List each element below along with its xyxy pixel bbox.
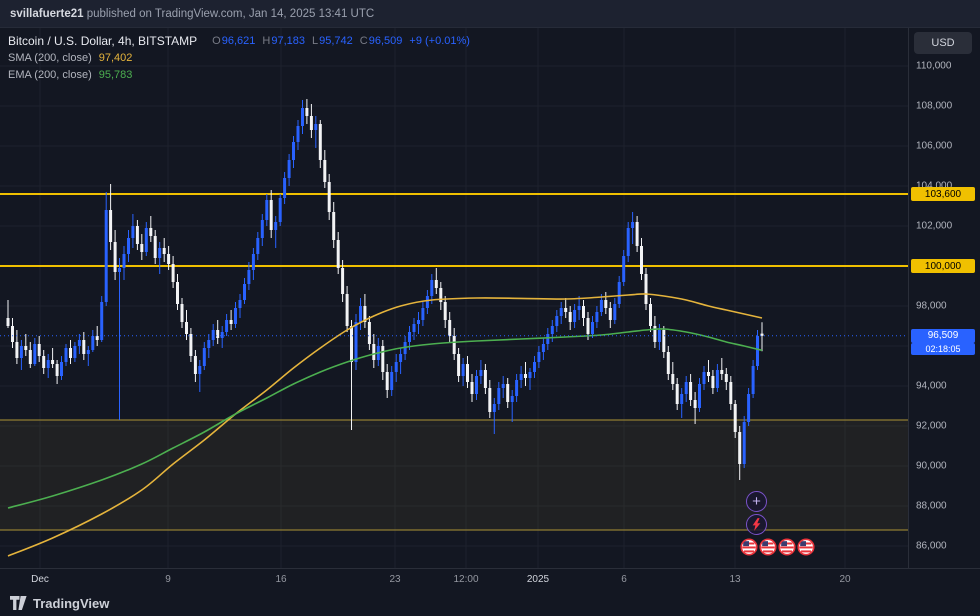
time-tick: 6 <box>621 574 627 585</box>
time-tick: 9 <box>165 574 171 585</box>
chart-area[interactable]: Bitcoin / U.S. Dollar, 4h, BITSTAMP O 96,… <box>0 28 908 568</box>
ema-label: EMA (200, close) <box>8 68 92 81</box>
publish-banner: svillafuerte21 published on TradingView.… <box>0 0 980 28</box>
time-scale[interactable]: Dec 9 16 23 12:00 2025 6 13 20 <box>0 568 980 590</box>
plus-icon: + <box>752 493 761 510</box>
close-label: C <box>359 34 368 47</box>
flag-sticker-icon <box>778 538 796 556</box>
ema-row[interactable]: EMA (200, close) 95,783 <box>8 66 470 83</box>
price-chart[interactable] <box>0 28 908 568</box>
add-drawing-button[interactable]: + <box>746 491 767 512</box>
publish-info: published on TradingView.com, Jan 14, 20… <box>83 7 375 20</box>
time-tick: 12:00 <box>453 574 479 585</box>
footer: TradingView <box>0 590 980 616</box>
price-tick: 94,000 <box>916 380 947 392</box>
price-tick: 102,000 <box>916 220 953 232</box>
time-tick: 16 <box>275 574 287 585</box>
currency-toggle-button[interactable]: USD <box>914 32 972 54</box>
sma-label: SMA (200, close) <box>8 51 92 64</box>
symbol-row: Bitcoin / U.S. Dollar, 4h, BITSTAMP O 96,… <box>8 32 470 49</box>
price-tick: 108,000 <box>916 100 953 112</box>
sma-value: 97,402 <box>98 51 133 64</box>
bar-countdown-label: 02:18:05 <box>911 342 975 355</box>
publisher-username[interactable]: svillafuerte21 <box>10 7 84 20</box>
chart-legend: Bitcoin / U.S. Dollar, 4h, BITSTAMP O 96,… <box>8 32 470 83</box>
flag-sticker-icon <box>740 538 758 556</box>
time-tick: 23 <box>389 574 401 585</box>
time-tick: 2025 <box>526 574 550 585</box>
price-tick: 92,000 <box>916 420 947 432</box>
price-label-support: 100,000 <box>911 259 975 273</box>
sma-row[interactable]: SMA (200, close) 97,402 <box>8 49 470 66</box>
price-tick: 98,000 <box>916 300 947 312</box>
high-label: H <box>262 34 271 47</box>
price-tick: 106,000 <box>916 140 953 152</box>
change-value: +9 (+0.01%) <box>409 34 470 47</box>
open-value: 96,621 <box>221 34 256 47</box>
time-tick: 13 <box>729 574 741 585</box>
price-tick: 104,000 <box>916 180 953 192</box>
tradingview-logo-icon[interactable] <box>10 595 27 611</box>
low-value: 95,742 <box>319 34 353 47</box>
price-scale[interactable]: USD 110,000 108,000 106,000 104,000 102,000 1… <box>908 28 980 568</box>
flag-sticker-icon <box>759 538 777 556</box>
time-tick: Dec <box>31 574 49 585</box>
ema-value: 95,783 <box>98 68 133 81</box>
flag-sticker-icon <box>797 538 815 556</box>
time-tick: 20 <box>839 574 851 585</box>
close-value: 96,509 <box>368 34 403 47</box>
last-price-label: 96,509 <box>911 328 975 343</box>
price-tick: 88,000 <box>916 500 947 512</box>
open-label: O <box>212 34 221 47</box>
price-tick: 86,000 <box>916 540 947 552</box>
symbol-title[interactable]: Bitcoin / U.S. Dollar, 4h, BITSTAMP <box>8 33 198 48</box>
high-value: 97,183 <box>271 34 305 47</box>
price-tick: 90,000 <box>916 460 947 472</box>
sticker-row <box>740 538 815 556</box>
tradingview-brand[interactable]: TradingView <box>33 595 110 611</box>
lightning-icon <box>752 518 761 531</box>
quick-action-button[interactable] <box>746 514 767 535</box>
price-tick: 110,000 <box>916 60 952 72</box>
price-label-resistance: 103,600 <box>911 187 975 201</box>
chart-canvas[interactable] <box>0 28 908 568</box>
low-label: L <box>312 34 319 47</box>
